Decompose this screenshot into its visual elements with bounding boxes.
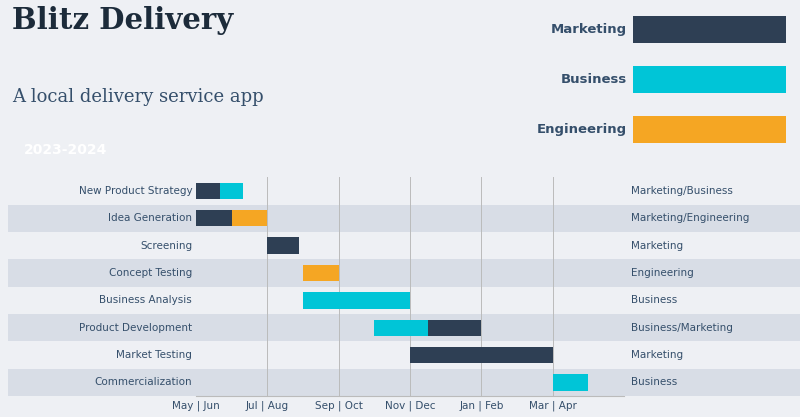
Text: Marketing: Marketing <box>631 241 683 251</box>
Bar <box>624 177 800 205</box>
Bar <box>624 205 800 232</box>
Bar <box>196 177 624 205</box>
Bar <box>196 314 624 342</box>
Text: Business: Business <box>631 295 678 305</box>
Bar <box>624 259 800 287</box>
Bar <box>8 259 196 287</box>
Bar <box>624 314 800 342</box>
Bar <box>219 183 243 199</box>
Text: Marketing/Engineering: Marketing/Engineering <box>631 213 750 223</box>
Bar <box>196 259 624 287</box>
Bar <box>633 16 786 43</box>
Bar <box>196 210 232 226</box>
Bar <box>553 374 588 391</box>
Bar <box>196 232 624 259</box>
Bar <box>8 232 196 259</box>
Text: New Product Strategy: New Product Strategy <box>78 186 192 196</box>
Text: Business Analysis: Business Analysis <box>99 295 192 305</box>
Text: Business: Business <box>561 73 627 86</box>
Bar <box>196 287 624 314</box>
Text: Idea Generation: Idea Generation <box>108 213 192 223</box>
Bar <box>8 205 196 232</box>
Bar <box>8 369 196 396</box>
Bar <box>232 210 267 226</box>
Bar <box>410 347 553 363</box>
Bar <box>303 292 410 309</box>
Bar <box>624 232 800 259</box>
Bar <box>8 287 196 314</box>
Text: Marketing: Marketing <box>631 350 683 360</box>
Bar <box>196 183 219 199</box>
Bar <box>8 177 196 205</box>
Text: Business/Marketing: Business/Marketing <box>631 323 733 333</box>
Bar <box>374 319 428 336</box>
Text: Engineering: Engineering <box>537 123 627 136</box>
Bar <box>267 237 299 254</box>
Text: Product Development: Product Development <box>79 323 192 333</box>
Text: A local delivery service app: A local delivery service app <box>12 88 264 106</box>
Bar <box>8 314 196 342</box>
Bar <box>624 369 800 396</box>
Bar <box>624 287 800 314</box>
Bar <box>8 342 196 369</box>
Bar <box>624 342 800 369</box>
Bar <box>196 205 624 232</box>
Bar <box>303 265 338 281</box>
Text: Marketing: Marketing <box>551 23 627 36</box>
Text: Engineering: Engineering <box>631 268 694 278</box>
Text: Market Testing: Market Testing <box>116 350 192 360</box>
Text: Marketing/Business: Marketing/Business <box>631 186 733 196</box>
Text: Blitz Delivery: Blitz Delivery <box>12 6 234 35</box>
Bar <box>428 319 482 336</box>
Text: Business: Business <box>631 377 678 387</box>
Text: 2023-2024: 2023-2024 <box>23 143 106 157</box>
Bar <box>196 342 624 369</box>
Text: Commercialization: Commercialization <box>94 377 192 387</box>
Bar <box>196 369 624 396</box>
Bar <box>633 116 786 143</box>
Text: Screening: Screening <box>140 241 192 251</box>
Bar <box>633 66 786 93</box>
Text: Concept Testing: Concept Testing <box>109 268 192 278</box>
